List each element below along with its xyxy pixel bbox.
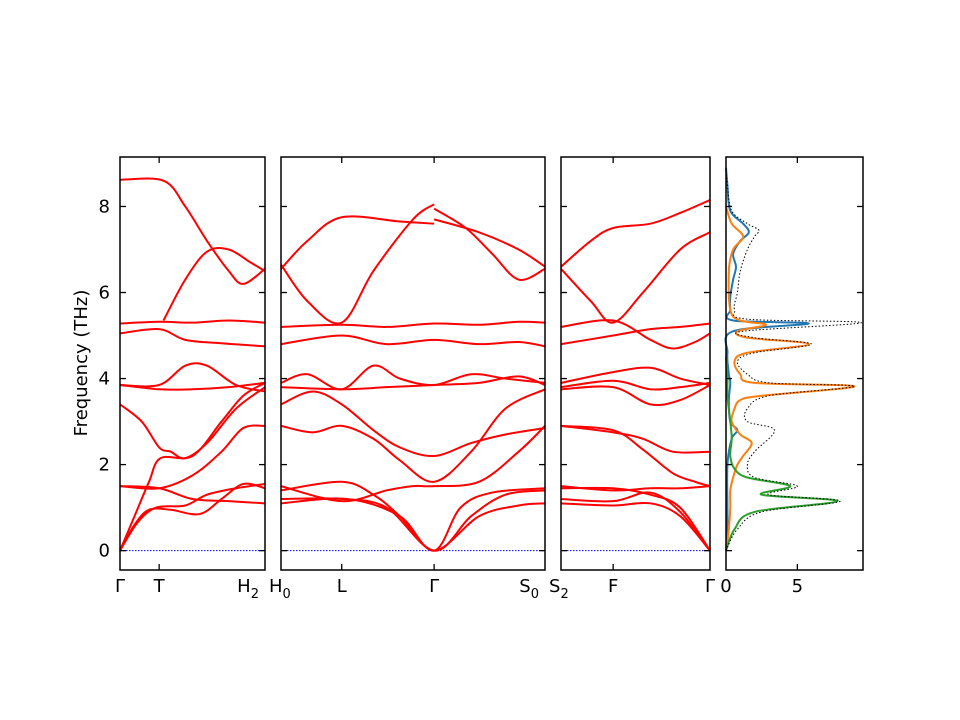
band-line [560,424,711,488]
band-line [560,199,711,268]
band-line [119,482,266,552]
band-line [119,381,266,552]
band-line [119,177,266,285]
panel-frame [119,156,266,571]
band-line [560,491,711,552]
x-tick-label: S2 [549,576,569,602]
x-tick-label: L [337,576,347,597]
band-line [280,203,435,325]
band-line [560,379,711,391]
band-line [280,364,546,391]
band-line [119,482,266,552]
band-line [280,388,546,483]
dos-line [724,167,810,551]
band-line [560,319,711,350]
band-line [280,334,546,348]
dos-frame [725,156,864,571]
dos-x-tick-label: 5 [792,576,803,597]
band-line [280,497,546,552]
band-line [560,486,711,552]
band-line [560,231,711,324]
band-line [560,424,711,454]
y-tick-label: 6 [99,283,110,304]
band-line [560,485,711,492]
band-panel-3: S2 F Γ [549,156,715,602]
dos-x-tick-label: 0 [720,576,731,597]
x-tick-label: Γ [705,576,715,597]
band-line [119,485,266,505]
x-tick-label: S0 [519,576,539,602]
band-line [433,218,546,268]
band-line [560,501,711,552]
band-line [280,480,546,552]
band-panel-2: H0 L Γ S0 [269,156,546,602]
band-line [119,386,266,460]
band-line [119,327,266,348]
band-line [560,322,711,346]
y-axis-label: Frequency (THz) [71,290,92,437]
band-line [280,390,546,458]
panel-frame [560,156,711,571]
y-tick-label: 8 [99,196,110,217]
band-line [280,215,435,270]
band-line [162,247,266,321]
x-tick-label: Γ [115,576,125,597]
x-tick-label: Γ [429,576,439,597]
dos-line [725,356,839,552]
band-panel-1: 0 2 4 6 8 Γ T H2 [99,156,266,602]
y-tick-label: 0 [99,541,110,562]
x-tick-label: H2 [237,576,259,602]
band-line [433,207,546,281]
band-line [119,424,266,490]
band-line [119,362,266,393]
y-tick-label: 4 [99,369,110,390]
y-tick-label: 2 [99,455,110,476]
x-tick-label: F [608,576,618,597]
band-line [280,425,546,503]
dos-line [725,206,856,551]
panel-frame [280,156,546,571]
dos-total-line [725,167,863,551]
band-line [119,319,266,325]
band-line [560,366,711,386]
x-tick-label: H0 [269,576,291,602]
band-line [560,384,711,407]
band-line [280,320,546,328]
x-tick-label: T [153,576,166,597]
